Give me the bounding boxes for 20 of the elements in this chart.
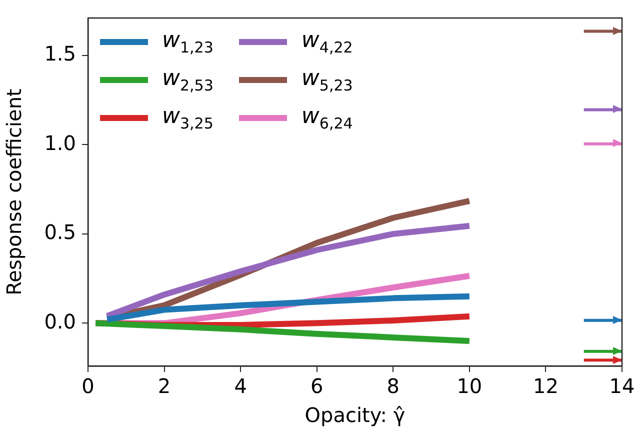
x-tick-label: 14 xyxy=(609,374,635,398)
x-tick-label: 0 xyxy=(82,374,94,398)
x-tick-label: 12 xyxy=(532,374,558,398)
y-tick-label: 1.0 xyxy=(44,130,76,155)
y-tick-label: 0.5 xyxy=(44,220,76,244)
x-tick-label: 6 xyxy=(310,374,324,398)
x-tick-label: 2 xyxy=(158,374,171,398)
legend-label: w$_{6,24}$ xyxy=(301,104,353,132)
y-tick-label: 1.5 xyxy=(44,42,76,66)
y-tick-label: 0.0 xyxy=(44,309,76,334)
legend-label: w$_{5,23}$ xyxy=(301,66,353,94)
y-axis-title: Response coefficient xyxy=(2,88,26,296)
legend-label: w$_{1,23}$ xyxy=(162,28,214,56)
x-axis-title: Opacity: γ̂ xyxy=(304,403,406,428)
legend-label: w$_{4,22}$ xyxy=(301,28,353,56)
x-tick-label: 4 xyxy=(234,374,247,398)
x-tick-label: 8 xyxy=(386,374,400,398)
legend-label: w$_{3,25}$ xyxy=(162,104,214,132)
legend-label: w$_{2,53}$ xyxy=(162,66,214,94)
x-tick-label: 10 xyxy=(456,374,482,398)
